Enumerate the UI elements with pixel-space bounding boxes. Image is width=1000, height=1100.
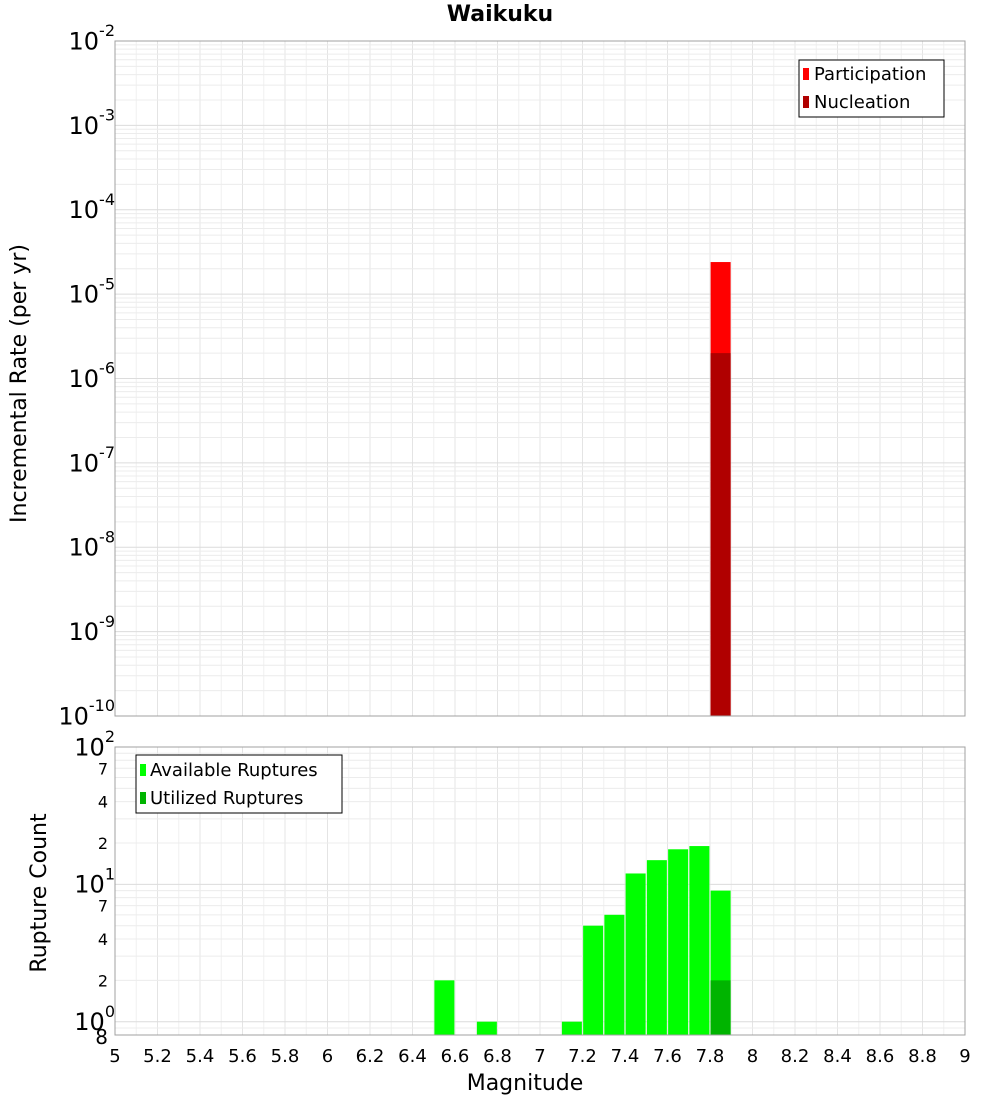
x-tick-label: 8.8 [908, 1046, 937, 1067]
bar-utilized-ruptures [710, 980, 731, 1035]
bar-available-ruptures [561, 1021, 582, 1035]
y-tick-label: 10-6 [69, 359, 116, 393]
x-tick-label: 5.8 [271, 1046, 300, 1067]
bar-available-ruptures [604, 914, 625, 1035]
y-tick-label: 10-4 [69, 190, 116, 224]
rate-panel-legend: Participation Nucleation [798, 59, 945, 118]
bar-available-ruptures [583, 925, 604, 1035]
x-tick-label: 6.6 [441, 1046, 470, 1067]
count-panel-legend-box [135, 754, 343, 814]
y-tick-label: 8 [95, 1025, 108, 1049]
y-tick-label: 10-5 [69, 274, 116, 308]
x-tick-label: 7.2 [568, 1046, 597, 1067]
count-panel-grid [114, 746, 966, 1036]
x-tick-label: 8 [747, 1046, 758, 1067]
y-tick-label: 10-10 [58, 696, 115, 730]
legend-swatch-participation [803, 68, 809, 80]
bar-available-ruptures [689, 846, 710, 1035]
y-tick-label: 10-7 [69, 443, 116, 477]
legend-label-available-ruptures: Available Ruptures [150, 760, 318, 781]
count-panel-legend: Available Ruptures Utilized Ruptures [135, 754, 343, 814]
y-tick-label: 10-8 [69, 527, 116, 561]
bar-available-ruptures [625, 873, 646, 1035]
bar-available-ruptures [668, 849, 689, 1035]
bar-available-ruptures [434, 980, 455, 1035]
x-tick-label: 7.8 [696, 1046, 725, 1067]
rate-panel-y-label: Incremental Rate (per yr) [7, 244, 32, 523]
y-tick-label: 4 [98, 930, 108, 949]
x-tick-label: 5 [109, 1046, 120, 1067]
y-tick-label: 10-9 [69, 612, 116, 646]
count-panel-bars [434, 846, 731, 1035]
count-panel-frame [114, 746, 966, 1036]
x-tick-label: 5.2 [143, 1046, 172, 1067]
y-tick-label: 2 [98, 971, 108, 990]
x-tick-label: 6.2 [356, 1046, 385, 1067]
x-tick-label: 5.4 [186, 1046, 215, 1067]
rate-panel-y-ticks: 10-10 10-9 10-8 10-7 10-6 10-5 10-4 10-3 10-2 [58, 21, 115, 730]
x-tick-label: 7.4 [611, 1046, 640, 1067]
y-tick-label: 10-2 [69, 21, 116, 55]
x-tick-label: 6.4 [398, 1046, 427, 1067]
rate-panel-grid [114, 40, 966, 717]
legend-swatch-utilized-ruptures [140, 792, 146, 804]
rate-panel-legend-box [798, 59, 945, 118]
count-panel-x-ticks: 5 5.2 5.4 5.6 5.8 6 6.2 6.4 6.6 6.8 7 7.2 7.4 7.6 7.8 8… [109, 1046, 970, 1067]
legend-swatch-available-ruptures [140, 764, 146, 776]
x-tick-label: 5.6 [228, 1046, 257, 1067]
x-tick-label: 7 [534, 1046, 545, 1067]
y-tick-label: 101 [74, 865, 115, 899]
rate-panel-frame [114, 40, 966, 717]
bar-available-ruptures [646, 860, 667, 1035]
legend-label-participation: Participation [814, 64, 926, 85]
x-tick-label: 7.6 [653, 1046, 682, 1067]
y-tick-label: 10-3 [69, 106, 116, 140]
y-tick-label: 102 [74, 727, 115, 761]
count-panel-y-label: Rupture Count [27, 813, 52, 973]
x-tick-label: 8.4 [823, 1046, 852, 1067]
y-tick-label: 2 [98, 834, 108, 853]
legend-swatch-nucleation [803, 96, 809, 108]
y-tick-label: 7 [98, 759, 108, 778]
x-tick-label: 6.8 [483, 1046, 512, 1067]
bar-nucleation [710, 353, 731, 716]
rate-panel-bars [710, 262, 731, 716]
legend-label-nucleation: Nucleation [814, 92, 910, 113]
bar-available-ruptures [476, 1021, 497, 1035]
x-tick-label: 8.2 [781, 1046, 810, 1067]
count-panel-x-label: Magnitude [467, 1071, 584, 1096]
y-tick-label: 100 [74, 1002, 115, 1036]
x-tick-label: 9 [959, 1046, 970, 1067]
x-tick-label: 6 [322, 1046, 333, 1067]
x-tick-label: 8.6 [866, 1046, 895, 1067]
y-tick-label: 4 [98, 793, 108, 812]
chart-title: Waikuku [446, 2, 554, 27]
y-tick-label: 7 [98, 897, 108, 916]
legend-label-utilized-ruptures: Utilized Ruptures [150, 788, 303, 809]
